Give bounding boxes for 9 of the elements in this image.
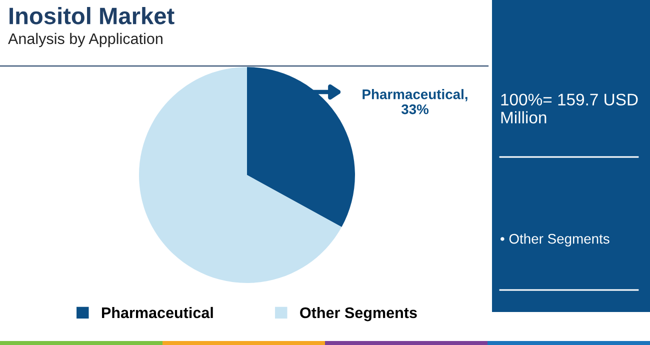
text: 100%= 159.7 USD Million [501,94,638,124]
legend-label: Pharmaceutical [102,306,213,318]
text: • Other Segments [500,234,610,246]
chart-subtitle: Analysis by Application [8,32,162,48]
pie-slice [247,67,355,228]
chart-title: Inositol Market [10,6,174,24]
legend-label: Other Segments [300,306,417,322]
data-label: Pharmaceutical, 33% [362,89,468,114]
pie-slice [139,67,342,283]
